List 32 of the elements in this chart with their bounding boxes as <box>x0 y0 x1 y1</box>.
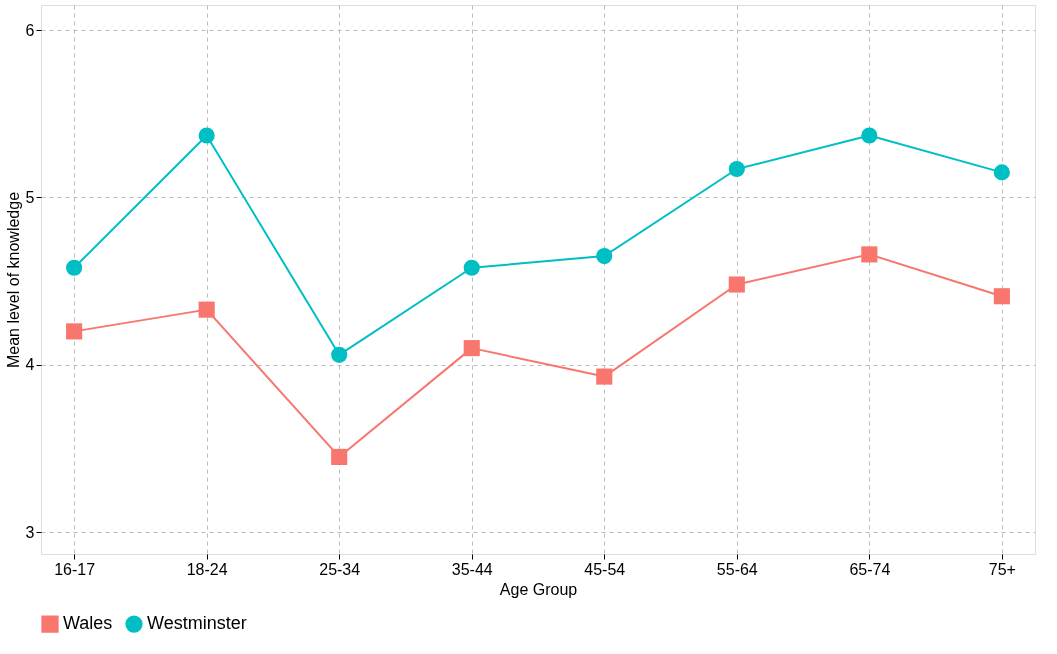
point <box>66 259 83 276</box>
x-tick-label: 45-54 <box>584 560 626 578</box>
y-tick-label: 3 <box>25 523 35 541</box>
legend-label: Wales <box>63 613 113 634</box>
x-tick-label: 35-44 <box>451 560 493 578</box>
x-tick-label: 16-17 <box>54 560 96 578</box>
x-tick-label: 25-34 <box>319 560 361 578</box>
y-axis-title: Mean level of knowledge <box>4 191 22 369</box>
point <box>861 127 878 144</box>
y-tick-label: 4 <box>25 356 35 374</box>
x-axis-title: Age Group <box>499 580 578 598</box>
point <box>596 368 613 385</box>
point <box>331 346 348 363</box>
x-tick-label: 65-74 <box>849 560 891 578</box>
point <box>993 164 1010 181</box>
point <box>463 259 480 276</box>
x-tick-label: 55-64 <box>716 560 758 578</box>
point <box>66 323 83 340</box>
point <box>331 448 348 465</box>
point <box>198 301 215 318</box>
point <box>728 160 745 178</box>
point <box>198 127 215 144</box>
point <box>728 276 745 293</box>
point <box>596 248 613 265</box>
point <box>993 288 1010 305</box>
point <box>463 340 480 357</box>
point <box>861 246 878 263</box>
y-tick-label: 6 <box>25 21 35 39</box>
y-tick-label: 5 <box>25 188 35 206</box>
legend-label: Westminster <box>147 613 247 634</box>
x-tick-label: 75+ <box>988 560 1016 578</box>
x-tick-label: 18-24 <box>186 560 228 578</box>
